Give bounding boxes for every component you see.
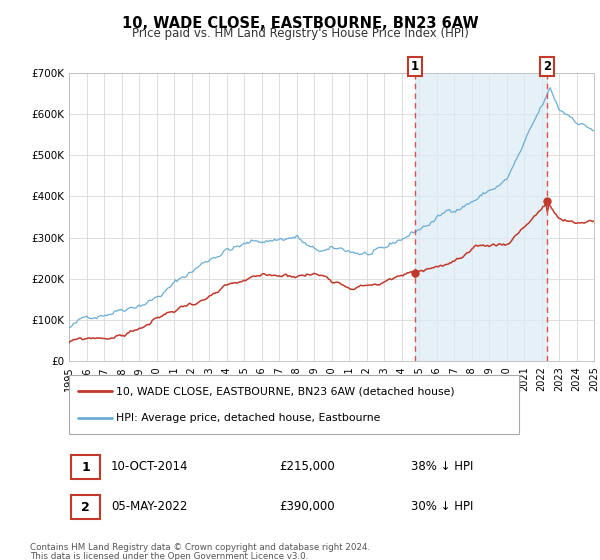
Text: 30% ↓ HPI: 30% ↓ HPI — [411, 500, 473, 514]
Bar — [415, 73, 547, 361]
Text: 38% ↓ HPI: 38% ↓ HPI — [411, 460, 473, 473]
Text: 10, WADE CLOSE, EASTBOURNE, BN23 6AW: 10, WADE CLOSE, EASTBOURNE, BN23 6AW — [122, 16, 478, 31]
Text: Price paid vs. HM Land Registry's House Price Index (HPI): Price paid vs. HM Land Registry's House … — [131, 27, 469, 40]
Text: 1: 1 — [81, 460, 90, 474]
Text: HPI: Average price, detached house, Eastbourne: HPI: Average price, detached house, East… — [116, 413, 380, 423]
Text: Contains HM Land Registry data © Crown copyright and database right 2024.: Contains HM Land Registry data © Crown c… — [30, 543, 370, 552]
Text: £390,000: £390,000 — [279, 500, 335, 514]
Text: 1: 1 — [411, 60, 419, 73]
Text: 2: 2 — [81, 501, 90, 514]
Text: £215,000: £215,000 — [279, 460, 335, 473]
Text: 10-OCT-2014: 10-OCT-2014 — [111, 460, 188, 473]
Text: 2: 2 — [544, 60, 551, 73]
Text: 05-MAY-2022: 05-MAY-2022 — [111, 500, 187, 514]
Text: This data is licensed under the Open Government Licence v3.0.: This data is licensed under the Open Gov… — [30, 552, 308, 560]
Text: 10, WADE CLOSE, EASTBOURNE, BN23 6AW (detached house): 10, WADE CLOSE, EASTBOURNE, BN23 6AW (de… — [116, 386, 455, 396]
